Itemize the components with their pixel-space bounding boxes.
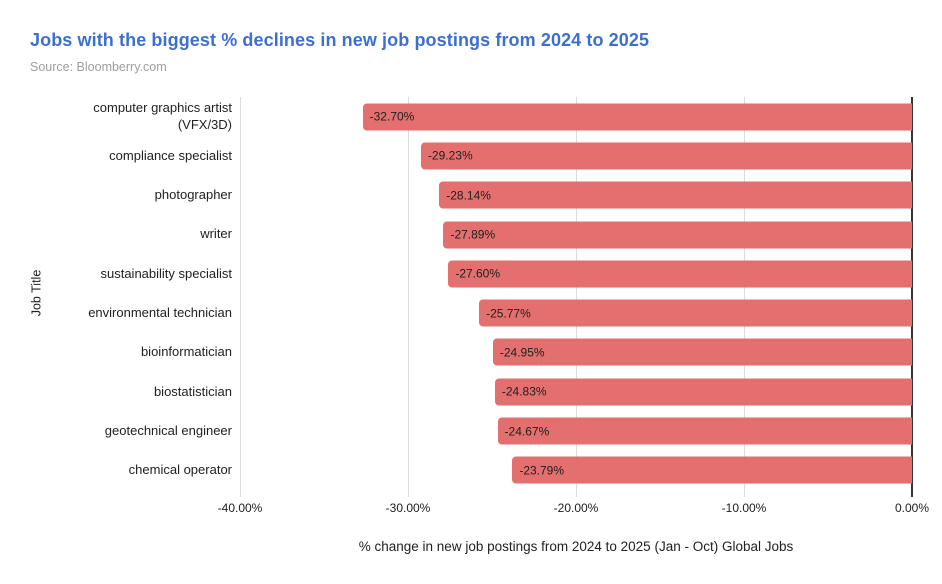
bar-row: -27.60% — [240, 254, 912, 293]
bar-value-label: -29.23% — [427, 148, 473, 163]
bar-rows: -32.70% -29.23% -28.14% -27.89% -27.60% -25.7… — [240, 97, 912, 490]
bar-value-label: -24.95% — [499, 345, 545, 360]
bar-row: -25.77% — [240, 293, 912, 332]
x-tick-label: -30.00% — [385, 501, 431, 515]
chart-title: Jobs with the biggest % declines in new … — [30, 30, 650, 50]
x-tick-label: -20.00% — [553, 501, 599, 515]
bar: -23.79% — [512, 456, 912, 484]
category-label: sustainability specialist — [100, 265, 232, 281]
gridline — [744, 97, 745, 497]
zero-axis-line — [911, 97, 913, 497]
bar: -24.67% — [497, 417, 912, 445]
bar-value-label: -24.83% — [501, 384, 547, 399]
category-label: photographer — [154, 187, 232, 203]
bar-row: -24.67% — [240, 411, 912, 450]
x-tick-labels: -40.00% -30.00% -20.00% -10.00% 0.00% — [218, 501, 929, 517]
bar-value-label: -28.14% — [446, 188, 491, 203]
bar-row: -29.23% — [240, 136, 912, 175]
bar-value-label: -27.89% — [450, 227, 496, 242]
category-labels: computer graphics artist (VFX/3D) complia… — [57, 97, 232, 490]
bar-value-label: -27.60% — [455, 266, 501, 281]
gridline — [240, 97, 241, 497]
gridline — [408, 97, 409, 497]
plot-area: -32.70% -29.23% -28.14% -27.89% -27.60% -25.7… — [240, 97, 913, 497]
bar-row: -27.89% — [240, 215, 912, 254]
bar: -27.89% — [443, 221, 912, 249]
category-label: geotechnical engineer — [104, 422, 232, 438]
x-tick-label: -40.00% — [217, 501, 263, 515]
bar: -32.70% — [362, 103, 912, 131]
bar: -29.23% — [420, 142, 912, 170]
bar-value-label: -32.70% — [369, 109, 415, 124]
gridline-layer — [240, 97, 913, 497]
category-label: compliance specialist — [109, 147, 232, 163]
bar-row: -23.79% — [240, 451, 912, 490]
bar-value-label: -24.67% — [504, 424, 550, 439]
bar-row: -28.14% — [240, 176, 912, 215]
bar: -24.83% — [494, 378, 912, 406]
bar: -25.77% — [479, 299, 912, 327]
y-axis-title-text: Job Title — [29, 269, 43, 317]
category-label: bioinformatician — [140, 344, 232, 360]
bar-row: -32.70% — [240, 97, 912, 136]
bar-row: -24.83% — [240, 372, 912, 411]
bar-row: -24.95% — [240, 333, 912, 372]
bar: -27.60% — [448, 260, 912, 288]
category-label: biostatistician — [153, 383, 232, 399]
x-tick-label: -10.00% — [721, 501, 767, 515]
category-label: environmental technician — [88, 305, 232, 320]
category-label: writer — [200, 226, 232, 242]
bar-value-label: -23.79% — [519, 463, 565, 478]
bar: -28.14% — [439, 181, 912, 209]
bar-value-label: -25.77% — [486, 306, 531, 321]
x-tick-label: 0.00% — [894, 501, 930, 515]
x-axis-title: % change in new job postings from 2024 t… — [358, 539, 794, 554]
category-label: computer graphics artist (VFX/3D) — [93, 100, 232, 132]
chart-source: Source: Bloomberry.com — [30, 60, 167, 74]
bar: -24.95% — [492, 338, 912, 366]
gridline — [576, 97, 577, 497]
category-label: chemical operator — [128, 462, 232, 478]
